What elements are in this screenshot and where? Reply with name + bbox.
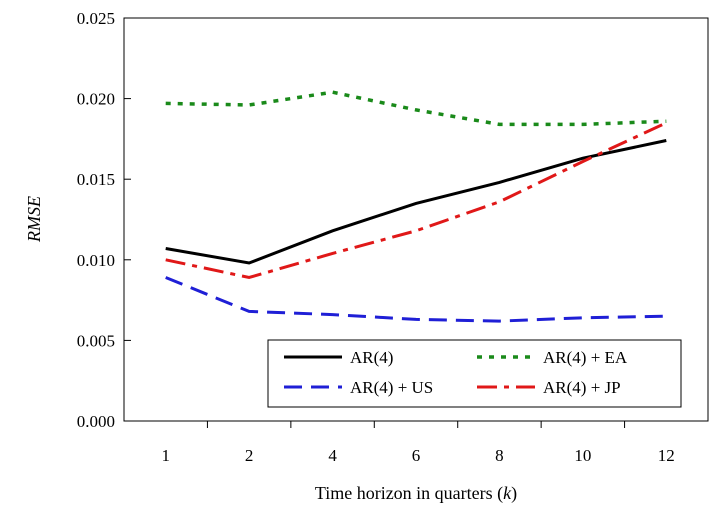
series-lines xyxy=(165,90,667,323)
x-tick-label: 6 xyxy=(412,446,421,465)
y-tick-label: 0.025 xyxy=(77,9,115,28)
series-line xyxy=(165,90,667,127)
legend-label: AR(4) xyxy=(350,348,393,367)
x-axis-title-suffix: ) xyxy=(511,483,517,504)
series-line xyxy=(165,121,667,280)
x-tick-label: 10 xyxy=(574,446,591,465)
x-tick-label: 2 xyxy=(245,446,254,465)
series-line xyxy=(165,139,667,265)
y-tick-label: 0.020 xyxy=(77,90,115,109)
x-axis: 1 2 4 6 8 10 12 xyxy=(161,421,675,465)
x-axis-title: Time horizon in quarters (k) xyxy=(315,483,517,504)
legend-label: AR(4) + US xyxy=(350,378,433,397)
legend-label: AR(4) + EA xyxy=(543,348,628,367)
y-tick-label: 0.010 xyxy=(77,251,115,270)
x-tick-label: 4 xyxy=(328,446,337,465)
legend: AR(4) AR(4) + EA AR(4) + US AR(4) + JP xyxy=(267,339,682,408)
x-tick-label: 1 xyxy=(161,446,170,465)
y-tick-label: 0.005 xyxy=(77,331,115,350)
x-tick-label: 12 xyxy=(658,446,675,465)
y-tick-label: 0.015 xyxy=(77,170,115,189)
y-tick-label: 0.000 xyxy=(77,412,115,431)
x-axis-title-variable: k xyxy=(503,483,512,503)
x-tick-label: 8 xyxy=(495,446,504,465)
legend-box xyxy=(267,339,682,408)
y-axis-title: RMSE xyxy=(24,196,44,243)
y-axis: 0.000 0.005 0.010 0.015 0.020 0.025 xyxy=(77,9,131,431)
x-axis-title-prefix: Time horizon in quarters ( xyxy=(315,483,503,504)
legend-label: AR(4) + JP xyxy=(543,378,621,397)
plot-area xyxy=(123,17,709,422)
series-line xyxy=(165,276,667,323)
